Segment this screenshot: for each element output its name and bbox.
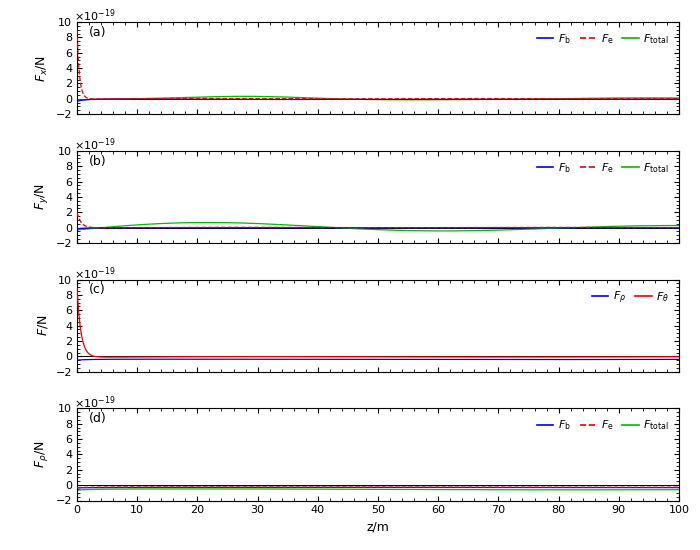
Text: $\times 10^{-19}$: $\times 10^{-19}$ xyxy=(74,394,116,411)
Y-axis label: $F_x$/N: $F_x$/N xyxy=(35,54,50,81)
Legend: $F_{\mathrm{b}}$, $F_{\mathrm{e}}$, $F_{\mathrm{total}}$: $F_{\mathrm{b}}$, $F_{\mathrm{e}}$, $F_{… xyxy=(532,414,673,437)
Text: (b): (b) xyxy=(89,155,106,168)
Legend: $F_{\rho}$, $F_{\theta}$: $F_{\rho}$, $F_{\theta}$ xyxy=(587,285,673,311)
Text: $\times 10^{-19}$: $\times 10^{-19}$ xyxy=(74,8,116,25)
Y-axis label: $F$/N: $F$/N xyxy=(36,315,50,337)
Text: $\times 10^{-19}$: $\times 10^{-19}$ xyxy=(74,266,116,282)
Y-axis label: $F_y$/N: $F_y$/N xyxy=(33,183,50,210)
Text: $\times 10^{-19}$: $\times 10^{-19}$ xyxy=(74,137,116,153)
Legend: $F_{\mathrm{b}}$, $F_{\mathrm{e}}$, $F_{\mathrm{total}}$: $F_{\mathrm{b}}$, $F_{\mathrm{e}}$, $F_{… xyxy=(532,156,673,179)
Y-axis label: $F_\rho$/N: $F_\rho$/N xyxy=(33,441,50,468)
Text: (a): (a) xyxy=(89,26,106,39)
Text: (c): (c) xyxy=(89,283,106,296)
Legend: $F_{\mathrm{b}}$, $F_{\mathrm{e}}$, $F_{\mathrm{total}}$: $F_{\mathrm{b}}$, $F_{\mathrm{e}}$, $F_{… xyxy=(532,28,673,50)
X-axis label: z/m: z/m xyxy=(367,521,389,534)
Text: (d): (d) xyxy=(89,412,107,425)
